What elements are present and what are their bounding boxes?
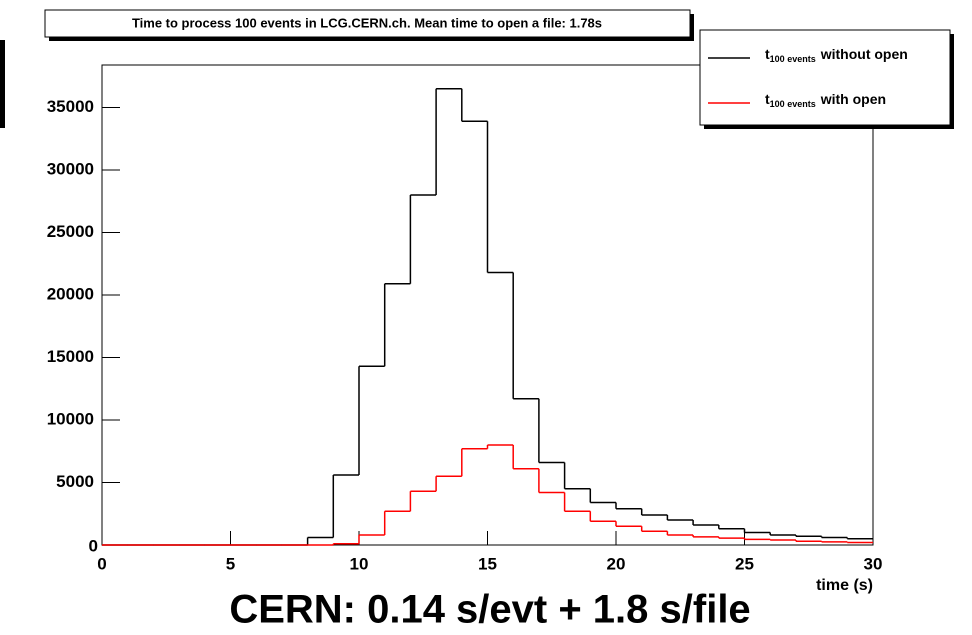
legend-entry: t100 events with open — [765, 91, 886, 110]
y-tick-label: 25000 — [47, 222, 94, 241]
x-tick-label: 20 — [607, 554, 626, 573]
title-box — [44, 9, 691, 38]
legend-subscript: 100 events — [770, 99, 816, 109]
y-tick-label: 0 — [89, 536, 98, 555]
legend-box — [699, 29, 951, 126]
x-tick-label: 10 — [350, 554, 369, 573]
x-tick-label: 15 — [478, 554, 497, 573]
x-tick-label: 30 — [864, 554, 883, 573]
legend-symbol: t — [765, 46, 770, 62]
y-tick-label: 20000 — [47, 284, 94, 303]
legend-name: without open — [820, 46, 908, 62]
legend-name: with open — [820, 91, 886, 107]
x-tick-label: 25 — [735, 554, 754, 573]
caption: CERN: 0.14 s/evt + 1.8 s/file — [229, 588, 750, 632]
y-tick-label: 10000 — [47, 409, 94, 428]
y-tick-label: 30000 — [47, 159, 94, 178]
x-tick-label: 5 — [226, 554, 235, 573]
y-tick-label: 35000 — [47, 97, 94, 116]
x-axis-label: time (s) — [816, 577, 873, 594]
legend-symbol: t — [765, 91, 770, 107]
y-tick-label: 15000 — [47, 347, 94, 366]
chart-title: Time to process 100 events in LCG.CERN.c… — [132, 15, 602, 30]
legend-subscript: 100 events — [770, 54, 816, 64]
legend-entry: t100 events without open — [765, 46, 908, 65]
y-tick-label: 5000 — [56, 472, 94, 491]
edge-bar — [0, 40, 5, 128]
x-tick-label: 0 — [97, 554, 106, 573]
